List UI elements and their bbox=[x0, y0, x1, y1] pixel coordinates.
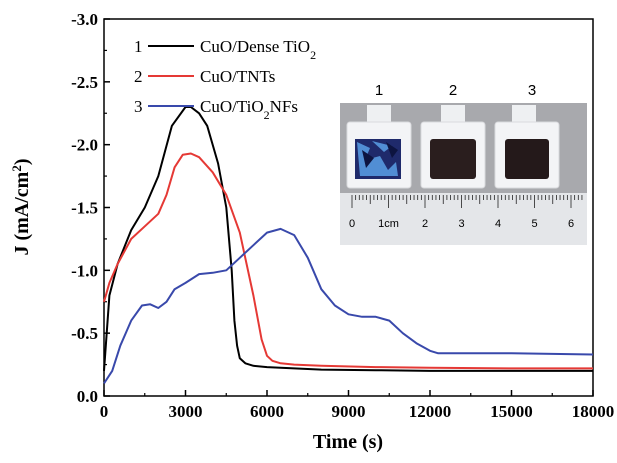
sample-3-tab bbox=[512, 105, 536, 123]
sample-2-tab bbox=[441, 105, 465, 123]
series-line-3 bbox=[103, 227, 594, 384]
x-tick-label: 9000 bbox=[332, 402, 366, 421]
sample-label-1: 1 bbox=[375, 82, 383, 99]
inset-photo: 0 1cm 2 3 4 5 6 bbox=[340, 103, 587, 245]
legend-index-3: 3 bbox=[134, 97, 143, 116]
y-tick-label: -1.0 bbox=[71, 261, 98, 280]
series-line-2 bbox=[103, 152, 593, 370]
sample-label-3: 3 bbox=[528, 82, 536, 99]
legend-index-1: 1 bbox=[134, 37, 143, 56]
y-axis: 0.0 -0.5 -1.0 -1.5 -2.0 -2.5 -3.0 bbox=[71, 10, 110, 406]
legend-index-2: 2 bbox=[134, 67, 143, 86]
ruler-label: 4 bbox=[495, 218, 501, 230]
legend: 1 CuO/Dense TiO2 2 CuO/TNTs 3 CuO/TiO2NFs bbox=[134, 37, 316, 122]
y-tick-label: -2.0 bbox=[71, 136, 98, 155]
y-tick-label: -3.0 bbox=[71, 10, 98, 29]
sample-labels: 1 2 3 bbox=[375, 82, 536, 99]
sample-1-film-pattern bbox=[357, 141, 398, 176]
y-tick-label: -0.5 bbox=[71, 324, 98, 343]
sample-electrode-3 bbox=[494, 105, 560, 189]
sample-label-2: 2 bbox=[449, 82, 457, 99]
sample-1-film-dark-pattern bbox=[362, 142, 398, 168]
sample-2-film bbox=[430, 139, 476, 179]
sample-electrode-1 bbox=[346, 105, 412, 189]
x-axis: 0 3000 6000 9000 12000 15000 18000 bbox=[100, 390, 615, 421]
legend-label-1: CuO/Dense TiO2 bbox=[200, 37, 316, 62]
x-tick-label: 15000 bbox=[490, 402, 533, 421]
x-tick-label: 0 bbox=[100, 402, 109, 421]
ruler-label: 0 bbox=[349, 218, 355, 230]
sample-3-film bbox=[505, 139, 549, 179]
ruler-label: 1cm bbox=[378, 218, 399, 230]
y-tick-label: -1.5 bbox=[71, 199, 98, 218]
ruler bbox=[340, 193, 587, 245]
ruler-label: 6 bbox=[568, 218, 574, 230]
legend-label-3: CuO/TiO2NFs bbox=[200, 97, 298, 122]
legend-label-2: CuO/TNTs bbox=[200, 67, 275, 86]
x-axis-title: Time (s) bbox=[313, 431, 383, 453]
x-tick-label: 12000 bbox=[409, 402, 452, 421]
sample-electrode-2 bbox=[420, 105, 486, 189]
ruler-label: 5 bbox=[531, 218, 537, 230]
ruler-label: 3 bbox=[458, 218, 464, 230]
y-axis-title: J (mA/cm2) bbox=[9, 158, 34, 255]
ruler-label: 2 bbox=[422, 218, 428, 230]
sample-1-tab bbox=[367, 105, 391, 123]
ruler-labels: 0 1cm 2 3 4 5 6 bbox=[349, 218, 574, 230]
x-tick-label: 6000 bbox=[250, 402, 284, 421]
ruler-ticks bbox=[351, 195, 583, 208]
series-lines bbox=[103, 106, 594, 384]
y-tick-label: -2.5 bbox=[71, 73, 98, 92]
x-tick-label: 3000 bbox=[169, 402, 203, 421]
y-tick-label: 0.0 bbox=[77, 387, 98, 406]
x-tick-label: 18000 bbox=[572, 402, 615, 421]
series-line-1 bbox=[103, 106, 593, 372]
